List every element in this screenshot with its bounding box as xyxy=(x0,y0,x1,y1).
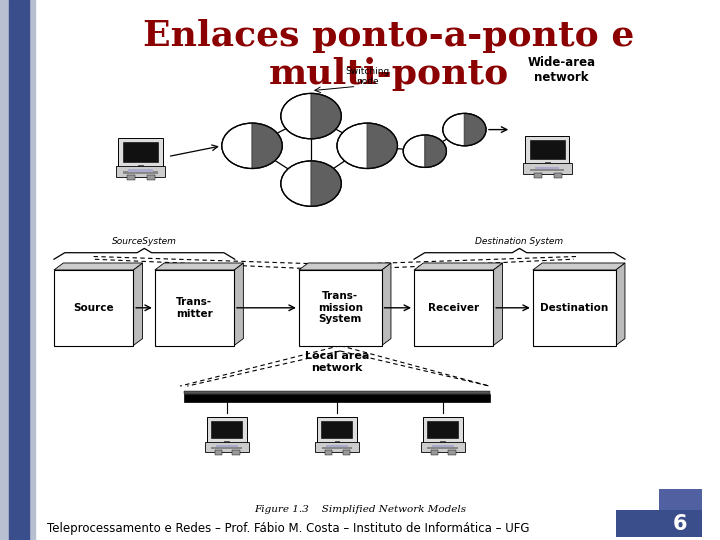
Text: Teleprocessamento e Redes – Prof. Fábio M. Costa – Instituto de Informática – UF: Teleprocessamento e Redes – Prof. Fábio … xyxy=(47,522,529,535)
Polygon shape xyxy=(54,263,143,270)
Bar xyxy=(207,417,247,443)
Polygon shape xyxy=(425,135,446,167)
Text: Enlaces ponto-a-ponto e
multi-ponto: Enlaces ponto-a-ponto e multi-ponto xyxy=(143,19,634,91)
Bar xyxy=(128,169,153,172)
Bar xyxy=(116,166,165,177)
Text: Destination: Destination xyxy=(540,303,608,313)
Bar xyxy=(659,510,702,537)
Bar xyxy=(554,173,562,178)
Circle shape xyxy=(403,135,446,167)
Bar xyxy=(544,162,550,168)
Polygon shape xyxy=(616,263,625,346)
Text: Receiver: Receiver xyxy=(428,303,480,313)
Polygon shape xyxy=(414,263,503,270)
Polygon shape xyxy=(464,113,486,146)
Bar xyxy=(325,450,333,455)
Bar xyxy=(449,450,456,455)
Bar xyxy=(216,445,238,447)
Bar xyxy=(54,270,133,346)
Polygon shape xyxy=(493,263,503,346)
Bar xyxy=(432,445,454,447)
Bar xyxy=(441,441,445,447)
Bar xyxy=(315,442,359,452)
Circle shape xyxy=(337,123,397,168)
Bar xyxy=(534,173,542,178)
Bar xyxy=(215,450,222,455)
Text: Destination System: Destination System xyxy=(475,237,564,246)
Bar xyxy=(184,394,490,402)
Bar xyxy=(523,163,572,174)
Circle shape xyxy=(443,113,486,146)
Bar xyxy=(123,171,158,174)
Bar xyxy=(343,450,350,455)
Text: 6: 6 xyxy=(673,514,688,534)
Circle shape xyxy=(281,161,341,206)
Text: Trans-
mitter: Trans- mitter xyxy=(176,297,213,319)
Circle shape xyxy=(281,93,341,139)
Bar xyxy=(155,270,234,346)
Polygon shape xyxy=(311,161,341,206)
Polygon shape xyxy=(382,263,391,346)
Bar xyxy=(225,441,229,447)
Bar xyxy=(233,450,240,455)
Text: Trans-
mission
System: Trans- mission System xyxy=(318,291,363,325)
Bar xyxy=(530,168,564,171)
Bar xyxy=(127,176,135,180)
Bar xyxy=(212,447,242,449)
Bar xyxy=(205,442,248,452)
Text: Local area
network: Local area network xyxy=(305,351,369,373)
Bar xyxy=(535,166,559,169)
Text: Source: Source xyxy=(73,303,114,313)
Text: Wide-area
network: Wide-area network xyxy=(528,56,595,84)
Bar xyxy=(123,143,158,161)
Bar xyxy=(525,136,570,164)
Bar xyxy=(147,176,155,180)
Bar xyxy=(616,510,659,537)
Polygon shape xyxy=(299,263,391,270)
Polygon shape xyxy=(155,263,243,270)
Polygon shape xyxy=(133,263,143,346)
Bar xyxy=(335,441,339,447)
Bar xyxy=(0,0,35,540)
Polygon shape xyxy=(367,123,397,168)
Polygon shape xyxy=(234,263,243,346)
Bar xyxy=(431,450,438,455)
Text: Switching
node: Switching node xyxy=(345,67,390,86)
Bar xyxy=(428,447,458,449)
Bar xyxy=(533,270,616,346)
Bar xyxy=(423,417,463,443)
Bar xyxy=(321,421,353,438)
Bar xyxy=(427,421,459,438)
Bar xyxy=(118,138,163,167)
Polygon shape xyxy=(252,123,282,168)
Text: Figure 1.3    Simplified Network Models: Figure 1.3 Simplified Network Models xyxy=(254,505,466,514)
Polygon shape xyxy=(311,93,341,139)
Circle shape xyxy=(222,123,282,168)
Bar xyxy=(530,140,564,159)
Bar xyxy=(138,165,143,171)
Bar xyxy=(414,270,493,346)
Bar xyxy=(326,445,348,447)
Bar xyxy=(299,270,382,346)
Bar xyxy=(9,0,29,540)
Bar xyxy=(322,447,352,449)
Bar xyxy=(211,421,243,438)
Text: SourceSystem: SourceSystem xyxy=(112,237,177,246)
Bar xyxy=(659,489,702,516)
Bar xyxy=(421,442,464,452)
Bar xyxy=(184,391,490,394)
Polygon shape xyxy=(533,263,625,270)
Bar xyxy=(317,417,357,443)
